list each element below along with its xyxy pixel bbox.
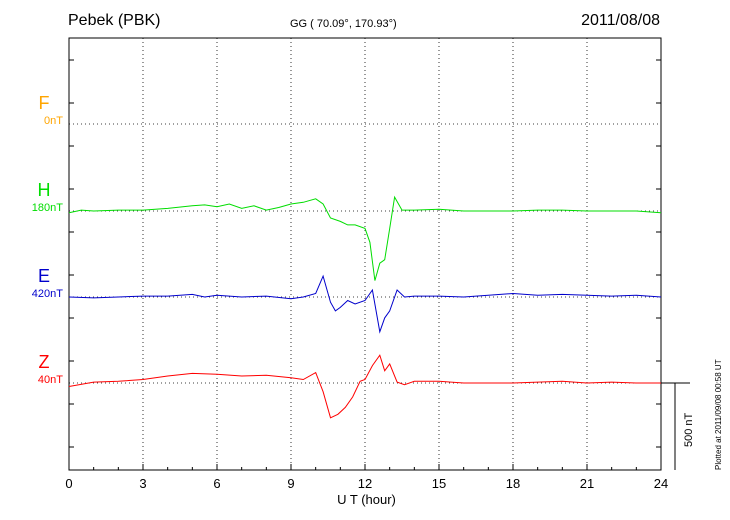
- x-tick-label: 9: [287, 476, 294, 491]
- grid-lines: [69, 38, 661, 470]
- scale-bar-label: 500 nT: [683, 412, 695, 447]
- x-tick-label: 0: [65, 476, 72, 491]
- x-tick-label: 24: [654, 476, 668, 491]
- channel-name-e: E: [37, 266, 50, 286]
- trace-h: [68, 195, 662, 281]
- plotted-at-label: Plotted at 2011/09/08 00:58 UT: [714, 359, 723, 470]
- x-tick-label: 21: [580, 476, 594, 491]
- trace-e: [68, 274, 662, 334]
- x-tick-label: 6: [213, 476, 220, 491]
- channel-name-z: Z: [38, 352, 50, 372]
- channel-name-h: H: [37, 180, 51, 200]
- channel-offset-e: 420nT: [31, 288, 63, 300]
- chart-date: 2011/08/08: [581, 12, 660, 29]
- trace-layer: [68, 195, 662, 419]
- scale-bar: [661, 382, 690, 470]
- channel-name-f: F: [38, 93, 50, 113]
- channel-offset-f: 0nT: [44, 115, 63, 127]
- x-tick-label: 12: [358, 476, 372, 491]
- x-tick-label: 3: [139, 476, 146, 491]
- channel-offset-z: 40nT: [37, 374, 63, 386]
- station-coordinates: GG ( 70.09°, 170.93°): [290, 18, 397, 30]
- channel-offset-h: 180nT: [31, 202, 63, 214]
- x-tick-label: 15: [432, 476, 446, 491]
- x-tick-label: 18: [506, 476, 520, 491]
- x-axis-label: U T (hour): [337, 492, 396, 507]
- station-title: Pebek (PBK): [68, 12, 161, 29]
- trace-z: [68, 354, 661, 419]
- x-ticks: 0 3 6 9 12 15 18 21 24: [65, 59, 668, 491]
